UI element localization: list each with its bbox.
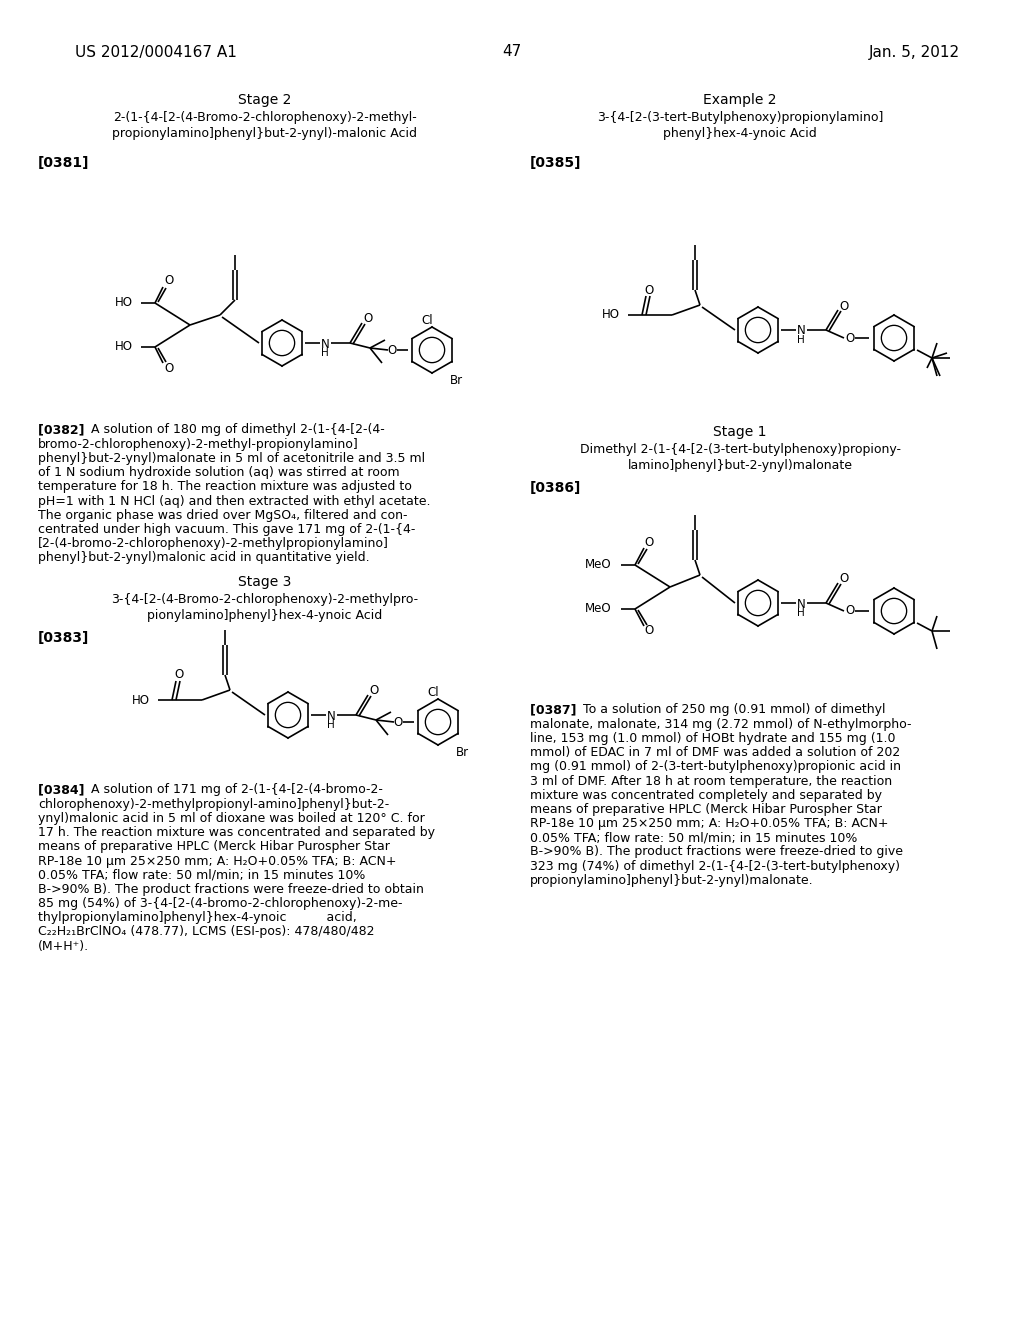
- Text: HO: HO: [132, 693, 150, 706]
- Text: O: O: [846, 605, 855, 618]
- Text: H: H: [322, 348, 329, 358]
- Text: ynyl)malonic acid in 5 ml of dioxane was boiled at 120° C. for: ynyl)malonic acid in 5 ml of dioxane was…: [38, 812, 425, 825]
- Text: [2-(4-bromo-2-chlorophenoxy)-2-methylpropionylamino]: [2-(4-bromo-2-chlorophenoxy)-2-methylpro…: [38, 537, 389, 550]
- Text: Cl: Cl: [421, 314, 433, 326]
- Text: 3-{4-[2-(3-tert-Butylphenoxy)propionylamino]: 3-{4-[2-(3-tert-Butylphenoxy)propionylam…: [597, 111, 883, 124]
- Text: A solution of 180 mg of dimethyl 2-(1-{4-[2-(4-: A solution of 180 mg of dimethyl 2-(1-{4…: [83, 424, 385, 437]
- Text: mmol) of EDAC in 7 ml of DMF was added a solution of 202: mmol) of EDAC in 7 ml of DMF was added a…: [530, 746, 900, 759]
- Text: Cl: Cl: [427, 685, 439, 698]
- Text: H: H: [797, 609, 805, 618]
- Text: 2-(1-{4-[2-(4-Bromo-2-chlorophenoxy)-2-methyl-: 2-(1-{4-[2-(4-Bromo-2-chlorophenoxy)-2-m…: [113, 111, 417, 124]
- Text: To a solution of 250 mg (0.91 mmol) of dimethyl: To a solution of 250 mg (0.91 mmol) of d…: [575, 704, 886, 717]
- Text: RP-18e 10 μm 25×250 mm; A: H₂O+0.05% TFA; B: ACN+: RP-18e 10 μm 25×250 mm; A: H₂O+0.05% TFA…: [530, 817, 889, 830]
- Text: line, 153 mg (1.0 mmol) of HOBt hydrate and 155 mg (1.0: line, 153 mg (1.0 mmol) of HOBt hydrate …: [530, 731, 896, 744]
- Text: lamino]phenyl}but-2-ynyl)malonate: lamino]phenyl}but-2-ynyl)malonate: [628, 458, 853, 471]
- Text: temperature for 18 h. The reaction mixture was adjusted to: temperature for 18 h. The reaction mixtu…: [38, 480, 412, 494]
- Text: 0.05% TFA; flow rate: 50 ml/min; in 15 minutes 10%: 0.05% TFA; flow rate: 50 ml/min; in 15 m…: [530, 832, 857, 845]
- Text: 85 mg (54%) of 3-{4-[2-(4-bromo-2-chlorophenoxy)-2-me-: 85 mg (54%) of 3-{4-[2-(4-bromo-2-chloro…: [38, 898, 402, 909]
- Text: US 2012/0004167 A1: US 2012/0004167 A1: [75, 45, 237, 59]
- Text: O: O: [840, 573, 849, 586]
- Text: [0385]: [0385]: [530, 156, 582, 170]
- Text: O: O: [644, 284, 653, 297]
- Text: mg (0.91 mmol) of 2-(3-tert-butylphenoxy)propionic acid in: mg (0.91 mmol) of 2-(3-tert-butylphenoxy…: [530, 760, 901, 774]
- Text: N: N: [327, 710, 336, 722]
- Text: phenyl}but-2-ynyl)malonic acid in quantitative yield.: phenyl}but-2-ynyl)malonic acid in quanti…: [38, 552, 370, 565]
- Text: A solution of 171 mg of 2-(1-{4-[2-(4-bromo-2-: A solution of 171 mg of 2-(1-{4-[2-(4-br…: [83, 784, 383, 796]
- Text: mixture was concentrated completely and separated by: mixture was concentrated completely and …: [530, 789, 882, 801]
- Text: centrated under high vacuum. This gave 171 mg of 2-(1-{4-: centrated under high vacuum. This gave 1…: [38, 523, 416, 536]
- Text: RP-18e 10 μm 25×250 mm; A: H₂O+0.05% TFA; B: ACN+: RP-18e 10 μm 25×250 mm; A: H₂O+0.05% TFA…: [38, 854, 396, 867]
- Text: MeO: MeO: [585, 558, 611, 572]
- Text: O: O: [174, 668, 183, 681]
- Text: 47: 47: [503, 45, 521, 59]
- Text: Stage 3: Stage 3: [239, 576, 292, 589]
- Text: phenyl}but-2-ynyl)malonate in 5 ml of acetonitrile and 3.5 ml: phenyl}but-2-ynyl)malonate in 5 ml of ac…: [38, 451, 425, 465]
- Text: O: O: [840, 300, 849, 313]
- Text: N: N: [797, 325, 805, 338]
- Text: Stage 1: Stage 1: [714, 425, 767, 440]
- Text: thylpropionylamino]phenyl}hex-4-ynoic          acid,: thylpropionylamino]phenyl}hex-4-ynoic ac…: [38, 911, 356, 924]
- Text: B->90% B). The product fractions were freeze-dried to obtain: B->90% B). The product fractions were fr…: [38, 883, 424, 896]
- Text: (M+H⁺).: (M+H⁺).: [38, 940, 89, 953]
- Text: propionylamino]phenyl}but-2-ynyl)malonate.: propionylamino]phenyl}but-2-ynyl)malonat…: [530, 874, 814, 887]
- Text: of 1 N sodium hydroxide solution (aq) was stirred at room: of 1 N sodium hydroxide solution (aq) wa…: [38, 466, 399, 479]
- Text: H: H: [327, 719, 335, 730]
- Text: propionylamino]phenyl}but-2-ynyl)-malonic Acid: propionylamino]phenyl}but-2-ynyl)-maloni…: [113, 128, 418, 140]
- Text: HO: HO: [115, 297, 133, 309]
- Text: O: O: [644, 536, 653, 549]
- Text: malonate, malonate, 314 mg (2.72 mmol) of N-ethylmorpho-: malonate, malonate, 314 mg (2.72 mmol) o…: [530, 718, 911, 731]
- Text: HO: HO: [115, 341, 133, 354]
- Text: pH=1 with 1 N HCl (aq) and then extracted with ethyl acetate.: pH=1 with 1 N HCl (aq) and then extracte…: [38, 495, 430, 507]
- Text: Example 2: Example 2: [703, 92, 777, 107]
- Text: O: O: [370, 685, 379, 697]
- Text: N: N: [797, 598, 805, 610]
- Text: 17 h. The reaction mixture was concentrated and separated by: 17 h. The reaction mixture was concentra…: [38, 826, 435, 840]
- Text: Stage 2: Stage 2: [239, 92, 292, 107]
- Text: The organic phase was dried over MgSO₄, filtered and con-: The organic phase was dried over MgSO₄, …: [38, 508, 408, 521]
- Text: pionylamino]phenyl}hex-4-ynoic Acid: pionylamino]phenyl}hex-4-ynoic Acid: [147, 609, 383, 622]
- Text: [0384]: [0384]: [38, 784, 89, 796]
- Text: MeO: MeO: [585, 602, 611, 615]
- Text: O: O: [393, 715, 402, 729]
- Text: Br: Br: [450, 374, 463, 387]
- Text: Jan. 5, 2012: Jan. 5, 2012: [869, 45, 961, 59]
- Text: B->90% B). The product fractions were freeze-dried to give: B->90% B). The product fractions were fr…: [530, 846, 903, 858]
- Text: means of preparative HPLC (Merck Hibar Purospher Star: means of preparative HPLC (Merck Hibar P…: [38, 841, 390, 853]
- Text: [0382]: [0382]: [38, 424, 89, 437]
- Text: 3 ml of DMF. After 18 h at room temperature, the reaction: 3 ml of DMF. After 18 h at room temperat…: [530, 775, 892, 788]
- Text: O: O: [165, 363, 174, 375]
- Text: 0.05% TFA; flow rate: 50 ml/min; in 15 minutes 10%: 0.05% TFA; flow rate: 50 ml/min; in 15 m…: [38, 869, 366, 882]
- Text: bromo-2-chlorophenoxy)-2-methyl-propionylamino]: bromo-2-chlorophenoxy)-2-methyl-propiony…: [38, 438, 358, 450]
- Text: [0386]: [0386]: [530, 480, 582, 495]
- Text: O: O: [387, 343, 396, 356]
- Text: Dimethyl 2-(1-{4-[2-(3-tert-butylphenoxy)propiony-: Dimethyl 2-(1-{4-[2-(3-tert-butylphenoxy…: [580, 442, 900, 455]
- Text: H: H: [797, 335, 805, 345]
- Text: Br: Br: [456, 746, 469, 759]
- Text: phenyl}hex-4-ynoic Acid: phenyl}hex-4-ynoic Acid: [664, 128, 817, 140]
- Text: O: O: [165, 275, 174, 288]
- Text: HO: HO: [602, 309, 620, 322]
- Text: O: O: [364, 313, 373, 326]
- Text: [0387]: [0387]: [530, 704, 581, 717]
- Text: chlorophenoxy)-2-methylpropionyl-amino]phenyl}but-2-: chlorophenoxy)-2-methylpropionyl-amino]p…: [38, 797, 389, 810]
- Text: [0383]: [0383]: [38, 631, 89, 645]
- Text: [0381]: [0381]: [38, 156, 89, 170]
- Text: 323 mg (74%) of dimethyl 2-(1-{4-[2-(3-tert-butylphenoxy): 323 mg (74%) of dimethyl 2-(1-{4-[2-(3-t…: [530, 859, 900, 873]
- Text: N: N: [321, 338, 330, 351]
- Text: C₂₂H₂₁BrClNO₄ (478.77), LCMS (ESI-pos): 478/480/482: C₂₂H₂₁BrClNO₄ (478.77), LCMS (ESI-pos): …: [38, 925, 375, 939]
- Text: means of preparative HPLC (Merck Hibar Purospher Star: means of preparative HPLC (Merck Hibar P…: [530, 803, 882, 816]
- Text: O: O: [846, 331, 855, 345]
- Text: 3-{4-[2-(4-Bromo-2-chlorophenoxy)-2-methylpro-: 3-{4-[2-(4-Bromo-2-chlorophenoxy)-2-meth…: [112, 593, 419, 606]
- Text: O: O: [644, 624, 653, 638]
